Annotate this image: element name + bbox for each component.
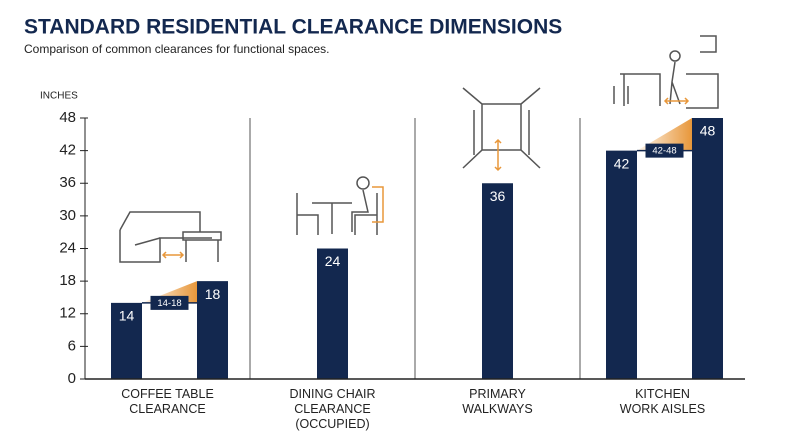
bar (606, 150, 637, 379)
y-tick-label: 24 (59, 239, 76, 256)
value-label: 18 (205, 286, 221, 302)
chart-subtitle: Comparison of common clearances for func… (24, 42, 329, 56)
y-tick-label: 12 (59, 305, 76, 322)
value-label: 48 (700, 123, 716, 139)
bar (692, 118, 723, 379)
y-tick-label: 6 (68, 337, 76, 354)
y-tick-label: 18 (59, 272, 76, 289)
range-label-box (150, 295, 189, 310)
arrow-icon (372, 186, 384, 223)
arrow-icon (494, 138, 502, 172)
sofa-icon (119, 211, 222, 263)
y-tick-label: 48 (59, 109, 76, 126)
bar (482, 183, 513, 379)
arrow-icon (663, 97, 690, 105)
chart-title: STANDARD RESIDENTIAL CLEARANCE DIMENSION… (24, 16, 562, 39)
y-tick-label: 30 (59, 207, 76, 224)
value-label: 14 (119, 308, 135, 324)
bar (317, 248, 348, 379)
y-tick-label: 36 (59, 174, 76, 191)
value-label: 42 (614, 155, 630, 171)
arrow-icon (161, 251, 185, 259)
y-tick-label: 42 (59, 142, 76, 159)
category-label: DINING CHAIR CLEARANCE (OCCUPIED) (289, 387, 376, 431)
category-label: KITCHEN WORK AISLES (619, 387, 706, 416)
range-label: 14-18 (157, 298, 181, 309)
hallway-icon (462, 87, 541, 169)
range-fill (637, 118, 692, 151)
y-tick-label: 0 (68, 370, 76, 387)
bar (197, 281, 228, 379)
category-label: PRIMARY WALKWAYS (462, 387, 533, 416)
value-label: 36 (490, 188, 506, 204)
y-axis-label: INCHES (40, 91, 78, 102)
category-label: COFFEE TABLE CLEARANCE (121, 387, 214, 416)
kitchen-icon (613, 35, 719, 109)
value-label: 24 (325, 253, 341, 269)
range-label: 42-48 (652, 146, 676, 157)
bar (111, 302, 142, 379)
range-label-box (645, 143, 684, 158)
dining-icon (296, 176, 378, 235)
